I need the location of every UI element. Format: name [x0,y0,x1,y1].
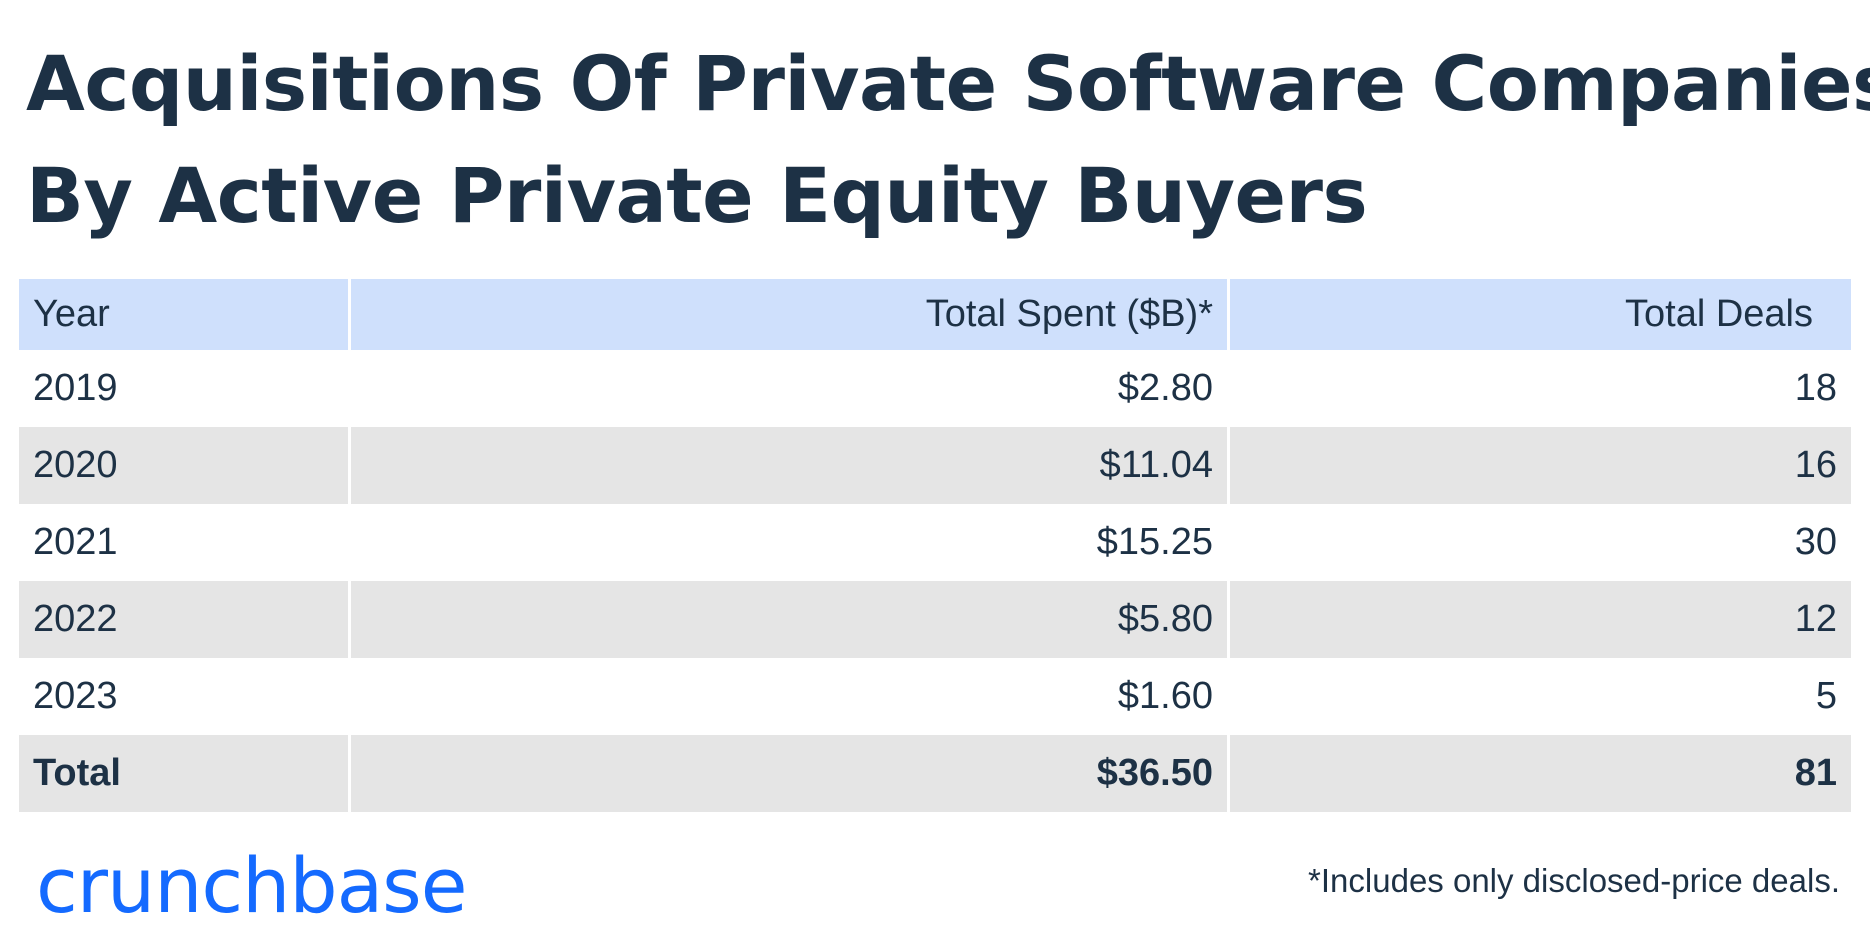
cell-year: 2020 [19,427,348,504]
cell-year: 2023 [19,658,348,735]
table-total-row: Total $36.50 81 [19,735,1851,812]
cell-total-deals-sum: 81 [1230,735,1851,812]
cell-year: 2021 [19,504,348,581]
table-row: 2019 $2.80 18 [19,350,1851,427]
cell-total-deals: 16 [1230,427,1851,504]
cell-year: 2019 [19,350,348,427]
chart-title: Acquisitions Of Private Software Compani… [26,28,1870,252]
cell-total-deals: 30 [1230,504,1851,581]
chart-title-line-2: By Active Private Equity Buyers [26,151,1368,240]
cell-total-spent: $11.04 [351,427,1227,504]
column-header-total-deals: Total Deals [1230,279,1851,350]
table-header-row: Year Total Spent ($B)* Total Deals [19,279,1851,350]
cell-total-deals: 12 [1230,581,1851,658]
table-row: 2022 $5.80 12 [19,581,1851,658]
table-row: 2021 $15.25 30 [19,504,1851,581]
cell-total-spent: $2.80 [351,350,1227,427]
chart-title-line-1: Acquisitions Of Private Software Compani… [26,39,1870,128]
footnote: *Includes only disclosed-price deals. [1308,862,1840,899]
data-table: Year Total Spent ($B)* Total Deals 2019 … [16,279,1854,812]
column-header-year: Year [19,279,348,350]
cell-total-spent: $15.25 [351,504,1227,581]
cell-total-spent-sum: $36.50 [351,735,1227,812]
table-row: 2020 $11.04 16 [19,427,1851,504]
column-header-total-spent: Total Spent ($B)* [351,279,1227,350]
cell-total-spent: $1.60 [351,658,1227,735]
cell-total-label: Total [19,735,348,812]
crunchbase-logo: crunchbase [36,841,467,930]
cell-total-deals: 18 [1230,350,1851,427]
cell-total-deals: 5 [1230,658,1851,735]
cell-total-spent: $5.80 [351,581,1227,658]
cell-year: 2022 [19,581,348,658]
table-row: 2023 $1.60 5 [19,658,1851,735]
